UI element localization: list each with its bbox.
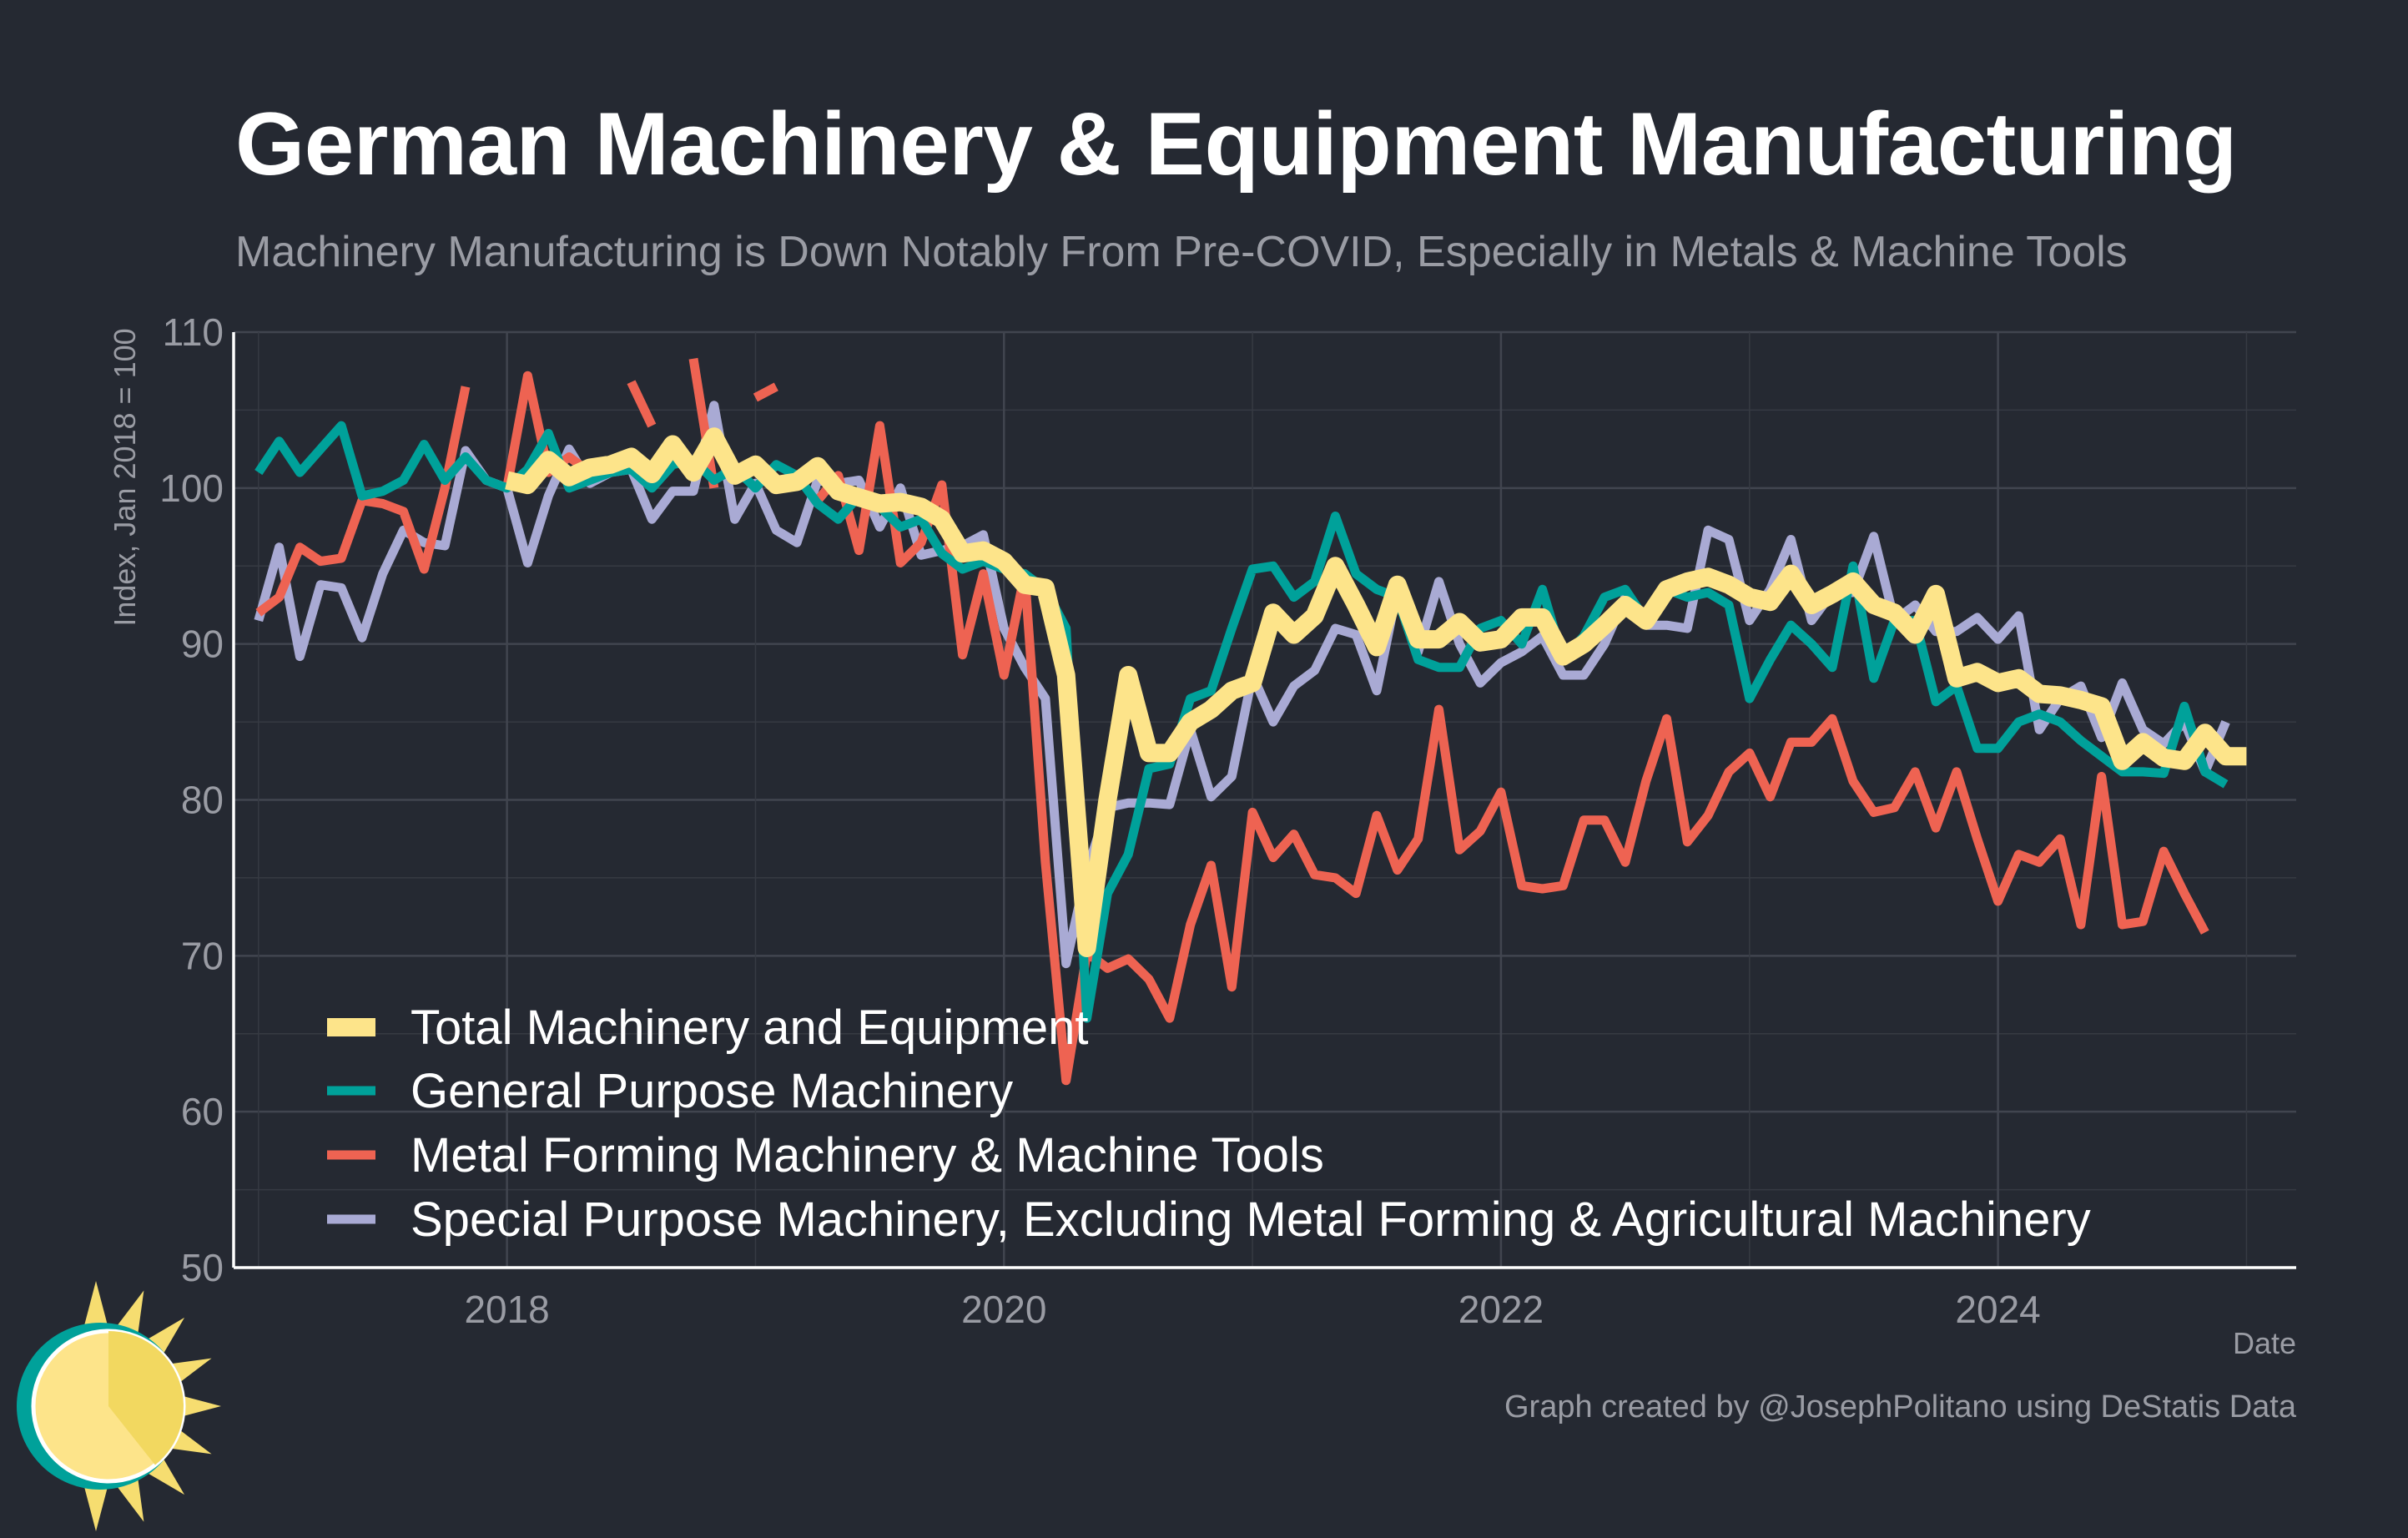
legend-label: General Purpose Machinery [411, 1064, 1013, 1118]
x-axis-title: Date [2233, 1326, 2296, 1360]
y-tick-label: 60 [181, 1090, 224, 1133]
sun-ray [83, 1281, 109, 1331]
chart-subtitle: Machinery Manufacturing is Down Notably … [235, 228, 2128, 276]
series-line-0 [505, 427, 2247, 957]
legend: Total Machinery and Equipment General Pur… [327, 1001, 2091, 1247]
y-tick-label: 50 [181, 1246, 224, 1289]
sun-shade [108, 1331, 184, 1465]
series-lines [254, 357, 2247, 1086]
credit-text: Graph created by @JosephPolitano using D… [1504, 1389, 2296, 1425]
y-tick-label: 70 [181, 934, 224, 977]
legend-label: Total Machinery and Equipment [411, 1001, 1088, 1055]
x-tick-label: 2018 [464, 1288, 549, 1331]
sun-logo-icon [17, 1281, 221, 1531]
y-axis-title: Index, Jan 2018 = 100 [108, 328, 142, 626]
chart-title: German Machinery & Equipment Manufacturi… [235, 93, 2237, 194]
legend-label: Special Purpose Machinery, Excluding Met… [411, 1193, 2091, 1247]
y-tick-label: 80 [181, 779, 224, 822]
y-tick-label: 100 [159, 466, 224, 510]
y-tick-label: 110 [163, 310, 224, 354]
x-tick-label: 2022 [1458, 1288, 1544, 1331]
legend-label: Metal Forming Machinery & Machine Tools [411, 1128, 1324, 1182]
axes: 50 60 70 80 90 100 110 2018 2020 2022 2024 [159, 310, 2296, 1331]
x-tick-label: 2020 [961, 1288, 1046, 1331]
sun-ray [83, 1481, 109, 1531]
y-tick-label: 90 [181, 623, 224, 666]
x-tick-label: 2024 [1955, 1288, 2040, 1331]
